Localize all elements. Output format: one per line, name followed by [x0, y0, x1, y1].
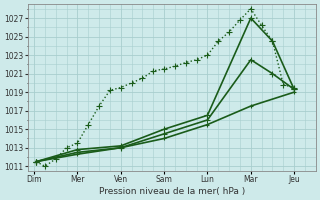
X-axis label: Pression niveau de la mer( hPa ): Pression niveau de la mer( hPa ) — [99, 187, 245, 196]
